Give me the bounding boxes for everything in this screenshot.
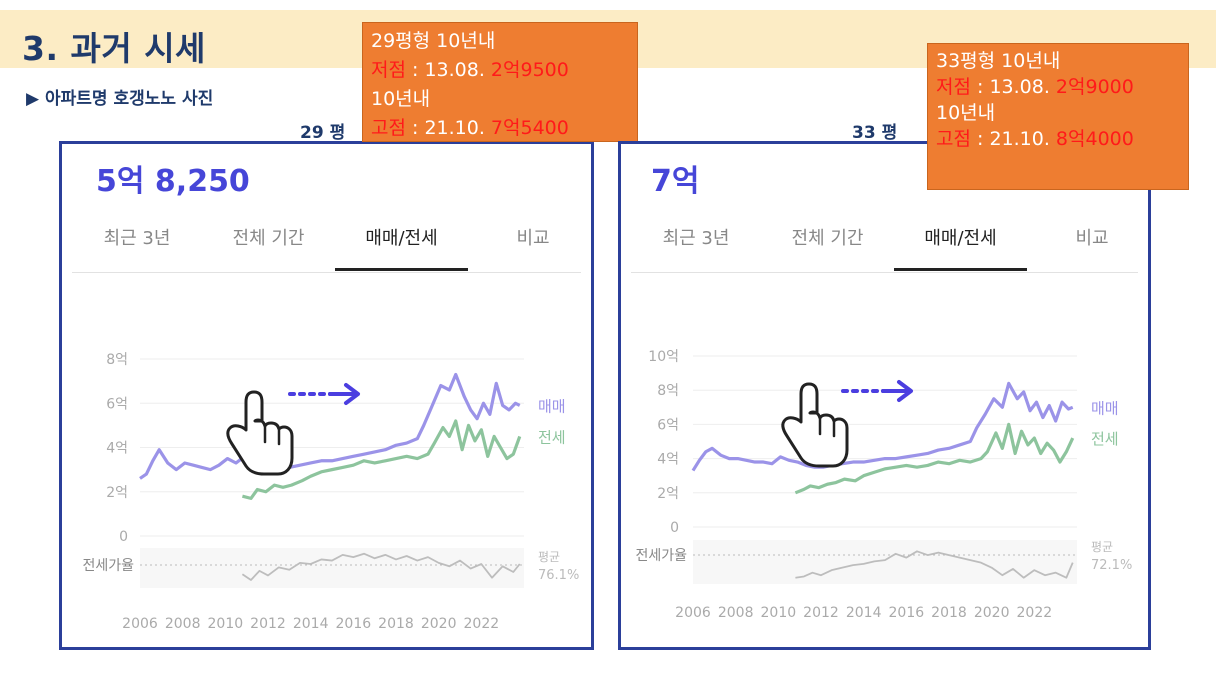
x-tick-label: 2008 (165, 616, 201, 632)
ratio-avg-value: 72.1% (1091, 558, 1132, 573)
high-price: 7억5400 (484, 117, 569, 139)
tab-compare[interactable]: 비교 (516, 228, 550, 249)
low-price: 2억9000 (1049, 76, 1134, 98)
page-subtitle: ▶ 아파트명 호갱노노 사진 (26, 89, 214, 109)
x-tick-label: 2012 (250, 616, 286, 632)
high-label: 고점 (371, 117, 406, 139)
x-tick-label: 2016 (336, 616, 372, 632)
low-label: 저점 (371, 59, 406, 81)
hand-pointer-icon (781, 382, 849, 468)
active-tab-indicator (335, 268, 468, 271)
x-tick-label: 2020 (974, 605, 1010, 621)
x-tick-label: 2016 (889, 605, 925, 621)
y-tick-label: 2억 (657, 486, 679, 502)
y-tick-label: 8억 (657, 383, 679, 399)
x-tick-label: 2014 (293, 616, 329, 632)
series-label: 매매 (538, 397, 566, 415)
x-tick-label: 2018 (378, 616, 414, 632)
ratio-series-line (241, 552, 521, 581)
ratio-avg-label: 평균 (538, 550, 560, 564)
series-label: 전세 (1091, 430, 1119, 448)
high-date: : 21.10. (970, 128, 1050, 150)
x-tick-label: 2006 (122, 616, 158, 632)
x-tick-label: 2008 (718, 605, 754, 621)
y-tick-label: 0 (670, 520, 679, 536)
y-tick-label: 10억 (648, 349, 679, 365)
x-tick-label: 2010 (208, 616, 244, 632)
low-label: 저점 (936, 76, 971, 98)
ratio-series-line (795, 550, 1074, 579)
y-tick-label: 4억 (657, 452, 679, 468)
series-line-sale (691, 381, 1074, 472)
y-tick-label: 2억 (106, 485, 128, 501)
note-period: 10년내 (936, 102, 996, 124)
current-price: 5억 8,250 (96, 164, 250, 199)
tab-bar: 최근 3년 전체 기간 매매/전세 비교 (72, 212, 581, 273)
ratio-band (140, 548, 524, 588)
current-price: 7억 (651, 164, 700, 199)
series-label: 전세 (538, 428, 566, 446)
high-date: : 21.10. (405, 117, 485, 139)
note-title: 33평형 10년내 (936, 50, 1061, 72)
x-tick-label: 2018 (931, 605, 967, 621)
tab-recent-3y[interactable]: 최근 3년 (662, 228, 730, 249)
note-box-33: 33평형 10년내 저점 : 13.08. 2억9000 10년내 고점 : 2… (927, 43, 1189, 190)
ratio-band (693, 540, 1077, 584)
ratio-label: 전세가율 (82, 558, 134, 574)
x-tick-label: 2014 (846, 605, 882, 621)
size-label-33: 33 평 (852, 123, 898, 143)
series-line-jeonse (794, 422, 1075, 495)
hand-pointer-icon (226, 390, 294, 476)
y-tick-label: 4억 (106, 441, 128, 457)
series-line-sale (139, 372, 521, 480)
price-card-29: 5억 8,250 최근 3년 전체 기간 매매/전세 비교 8억 6억 4억 2억 0 전… (59, 141, 594, 650)
ratio-label: 전세가율 (635, 548, 687, 564)
tab-recent-3y[interactable]: 최근 3년 (103, 228, 171, 249)
low-date: : 13.08. (405, 59, 485, 81)
low-price: 2억9500 (484, 59, 569, 81)
high-price: 8억4000 (1049, 128, 1134, 150)
ratio-avg-value: 76.1% (538, 568, 579, 583)
note-period: 10년내 (371, 88, 431, 110)
y-tick-label: 6억 (106, 396, 128, 412)
ratio-avg-label: 평균 (1091, 540, 1113, 554)
series-line-jeonse (241, 419, 522, 500)
note-title: 29평형 10년내 (371, 30, 496, 52)
price-card-33: 7억 최근 3년 전체 기간 매매/전세 비교 10억 8억 6억 4억 2억 0 전세가율… (618, 141, 1151, 650)
x-tick-label: 2006 (675, 605, 711, 621)
tab-sale-jeonse[interactable]: 매매/전세 (924, 228, 997, 249)
active-tab-indicator (894, 268, 1027, 271)
series-label: 매매 (1091, 399, 1119, 417)
y-tick-label: 8억 (106, 352, 128, 368)
x-tick-label: 2022 (464, 616, 500, 632)
page-title: 3. 과거 시세 (22, 29, 206, 68)
tab-bar: 최근 3년 전체 기간 매매/전세 비교 (631, 212, 1138, 273)
tab-compare[interactable]: 비교 (1075, 228, 1109, 249)
arrow-right-icon (841, 380, 913, 402)
tab-all-period[interactable]: 전체 기간 (232, 228, 305, 249)
x-tick-label: 2012 (803, 605, 839, 621)
y-tick-label: 0 (119, 529, 128, 545)
y-tick-label: 6억 (657, 417, 679, 433)
x-tick-label: 2022 (1017, 605, 1053, 621)
low-date: : 13.08. (970, 76, 1050, 98)
x-tick-label: 2020 (421, 616, 457, 632)
x-tick-label: 2010 (761, 605, 797, 621)
high-label: 고점 (936, 128, 971, 150)
tab-sale-jeonse[interactable]: 매매/전세 (365, 228, 438, 249)
note-box-29: 29평형 10년내 저점 : 13.08. 2억9500 10년내 고점 : 2… (362, 22, 638, 142)
size-label-29: 29 평 (300, 123, 346, 143)
tab-all-period[interactable]: 전체 기간 (791, 228, 864, 249)
arrow-right-icon (288, 383, 360, 405)
